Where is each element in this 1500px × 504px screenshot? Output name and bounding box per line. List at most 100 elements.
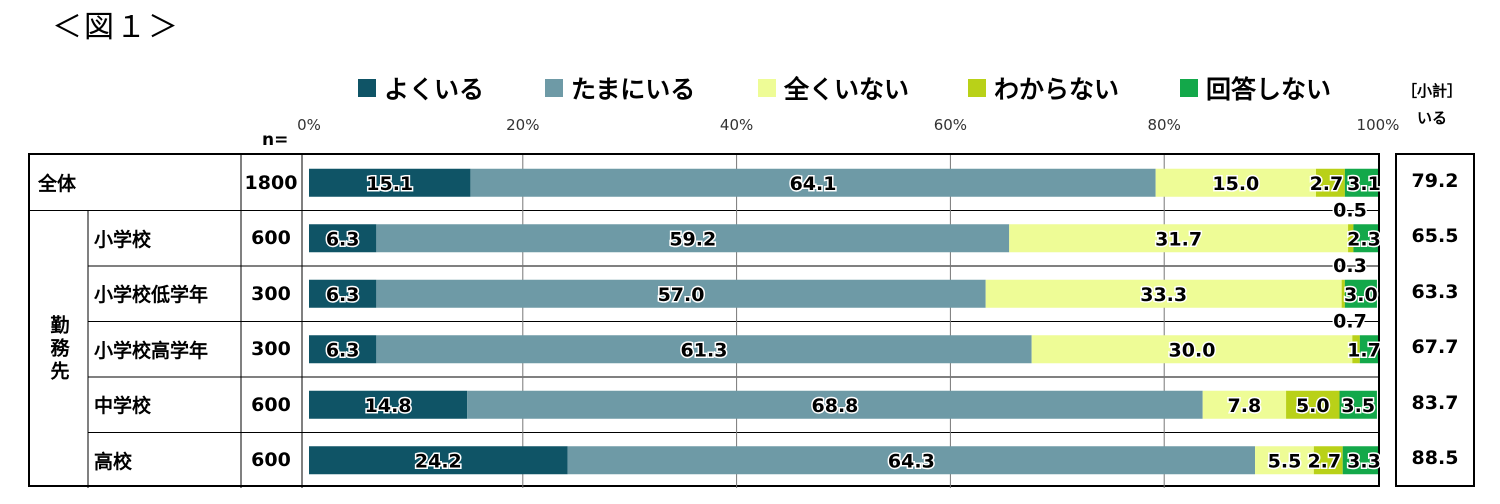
data-table: 全体 1800 小学校 600 小学校低学年 300 小学校高学年 300 中学校 600 高校 60…	[28, 153, 1380, 487]
row-n: 300	[251, 338, 291, 361]
row-n: 1800	[244, 171, 298, 194]
bar-segment	[376, 279, 986, 308]
bar-segment	[1031, 335, 1353, 364]
bar-segment	[1009, 224, 1349, 253]
row-group-label: 勤務先	[47, 314, 70, 384]
legend-swatch	[968, 79, 986, 97]
bar-data-label: 15.0	[1212, 173, 1259, 195]
row-label: 小学校	[94, 228, 152, 251]
bar-segment	[1255, 446, 1314, 475]
bar-segment	[1339, 390, 1377, 419]
subtotal-header-line1: ［小計］	[1402, 82, 1463, 100]
legend-swatch	[545, 79, 563, 97]
bar-data-label: 3.3	[1347, 450, 1381, 472]
bar-data-label: 3.5	[1341, 395, 1375, 417]
bar-segment	[1313, 446, 1343, 475]
row-n: 600	[251, 227, 291, 250]
bar-segment	[1352, 335, 1360, 364]
bar-data-label: 0.5	[1333, 199, 1367, 221]
subtotal-header: ［小計］ いる	[1402, 78, 1462, 132]
bar-segment	[1353, 224, 1378, 253]
bar-segment	[309, 446, 568, 475]
legend-item-1: たまにいる	[545, 72, 695, 104]
row-label: 中学校	[94, 395, 152, 418]
x-tick-label: 60%	[933, 116, 968, 134]
x-tick-label: 20%	[506, 116, 540, 134]
bar-segment	[376, 224, 1010, 253]
bar-data-label: 6.3	[326, 228, 360, 250]
figure-title: ＜図１＞	[52, 10, 180, 45]
subtotal-value: 79.2	[1411, 169, 1459, 192]
bar-data-label: 64.3	[888, 450, 935, 472]
legend-label: よくいる	[384, 75, 485, 104]
bar-segment	[309, 224, 377, 253]
legend-swatch	[358, 79, 376, 97]
row-label: 小学校低学年	[94, 284, 209, 307]
subtotal-header-line2: いる	[1416, 109, 1447, 127]
bar-data-label: 61.3	[681, 339, 728, 361]
bar-segment	[1202, 390, 1287, 419]
legend-label: たまにいる	[571, 75, 696, 104]
bar-data-label: 14.8	[365, 395, 412, 417]
bar-segment	[985, 279, 1342, 308]
legend-item-2: 全くいない	[758, 72, 909, 104]
subtotal-value: 65.5	[1411, 225, 1459, 248]
bar-data-label: 15.1	[366, 173, 413, 195]
bar-segment	[309, 335, 377, 364]
bar-segment	[1348, 224, 1354, 253]
bar-data-label: 68.8	[812, 395, 859, 417]
bar-data-label: 64.1	[790, 173, 837, 195]
bar-segment	[309, 279, 377, 308]
bar-segment	[309, 390, 468, 419]
subtotal-column: 79.2 65.5 63.3 67.7 83.7 88.5	[1395, 153, 1475, 487]
x-tick-label: 40%	[719, 116, 754, 134]
row-n: 300	[251, 282, 291, 305]
legend-item-3: わからない	[968, 72, 1119, 104]
n-label: n=	[262, 130, 289, 150]
bar-data-label: 6.3	[326, 284, 360, 306]
row-label: 全体	[38, 173, 77, 196]
bar-segment	[309, 168, 471, 197]
legend-swatch	[758, 79, 776, 97]
bar-segment	[1344, 279, 1377, 308]
legend-item-4: 回答しない	[1180, 72, 1331, 104]
bar-data-label: 31.7	[1155, 228, 1202, 250]
bar-segment	[1286, 390, 1340, 419]
bar-segment	[567, 446, 1256, 475]
bar-data-label: 3.1	[1347, 173, 1381, 195]
bar-data-label: 6.3	[326, 339, 360, 361]
bar-data-label: 33.3	[1140, 284, 1187, 306]
x-tick-label: 100%	[1356, 116, 1400, 134]
legend-label: わからない	[994, 75, 1120, 104]
bar-segment	[1344, 168, 1378, 197]
bar-data-label: 2.3	[1347, 228, 1381, 250]
bar-data-label: 2.7	[1307, 450, 1341, 472]
row-n: 600	[251, 393, 291, 416]
bar-segment	[1315, 168, 1345, 197]
bar-data-label: 24.2	[415, 450, 462, 472]
bar-data-label: 2.7	[1310, 173, 1344, 195]
bar-data-label: 0.7	[1333, 310, 1367, 332]
subtotal-value: 63.3	[1411, 280, 1459, 303]
bar-segment	[1155, 168, 1316, 197]
subtotal-value: 83.7	[1411, 391, 1459, 414]
bar-data-label: 57.0	[658, 284, 705, 306]
legend-label: 全くいない	[784, 75, 910, 104]
row-label: 高校	[94, 450, 133, 473]
bar-data-label: 0.3	[1333, 255, 1367, 277]
bar-segment	[1342, 446, 1378, 475]
bar-data-label: 7.8	[1228, 395, 1262, 417]
row-label: 小学校高学年	[94, 339, 209, 362]
legend-label: 回答しない	[1206, 75, 1332, 104]
x-tick-label: 80%	[1147, 116, 1181, 134]
bar-data-label: 59.2	[669, 228, 716, 250]
legend-item-0: よくいる	[358, 72, 484, 104]
bar-data-label: 3.0	[1344, 284, 1378, 306]
bar-segment	[376, 335, 1032, 364]
x-tick-label: 0%	[297, 116, 321, 134]
bar-segment	[470, 168, 1156, 197]
subtotal-value: 88.5	[1411, 447, 1459, 470]
bar-data-label: 5.5	[1268, 450, 1302, 472]
bar-data-label: 30.0	[1169, 339, 1216, 361]
